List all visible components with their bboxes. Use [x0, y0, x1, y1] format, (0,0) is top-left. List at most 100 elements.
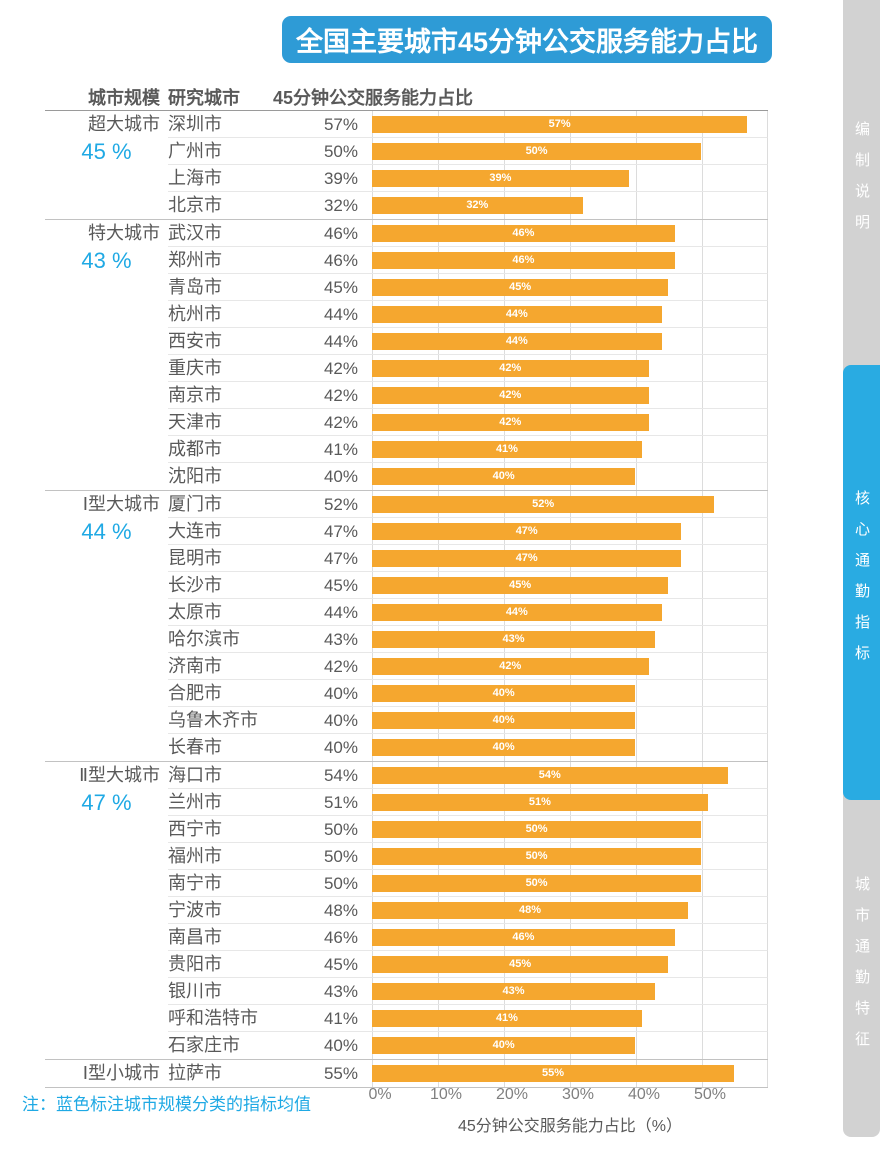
value-bar: 47% — [372, 550, 682, 567]
table-row: 合肥市 40% 40% — [45, 680, 768, 707]
scale-column-spacer — [45, 463, 168, 490]
scale-column-spacer — [45, 734, 168, 761]
table-row: 重庆市 42% 42% — [45, 355, 768, 382]
scale-column-spacer — [45, 978, 168, 1005]
plot-cell: 47% — [372, 545, 768, 572]
city-group: 超大城市 45 % 深圳市 57% 57% 广州市 50% 50% 上海市 39% 39% 北京市 32… — [45, 111, 768, 219]
side-nav: 编制说明 核心通勤指标 城市通勤特征 — [843, 0, 880, 1137]
plot-cell: 51% — [372, 789, 768, 816]
value-bar: 44% — [372, 604, 662, 621]
value-bar: 40% — [372, 712, 636, 729]
side-nav-tab-city-commuting-features[interactable]: 城市通勤特征 — [843, 800, 880, 1137]
city-name: 贵阳市 — [168, 951, 273, 978]
bar-value-label: 43% — [502, 633, 525, 645]
city-scale-cell: Ⅰ型大城市 44 % — [45, 491, 168, 545]
x-axis-tick: 40% — [627, 1086, 661, 1103]
city-value: 42% — [273, 382, 372, 409]
city-scale-cell: Ⅰ型小城市 — [45, 1060, 168, 1087]
plot-cell: 50% — [372, 138, 768, 165]
value-bar: 44% — [372, 306, 662, 323]
value-bar: 43% — [372, 983, 656, 1000]
plot-cell: 40% — [372, 707, 768, 734]
table-row: 上海市 39% 39% — [45, 165, 768, 192]
table-row: 呼和浩特市 41% 41% — [45, 1005, 768, 1032]
scale-column-spacer — [45, 436, 168, 463]
plot-cell: 47% — [372, 518, 768, 545]
table-row: 杭州市 44% 44% — [45, 301, 768, 328]
table-row: 福州市 50% 50% — [45, 843, 768, 870]
city-name: 郑州市 — [168, 247, 273, 274]
city-group: Ⅰ型大城市 44 % 厦门市 52% 52% 大连市 47% 47% 昆明市 47% 47% 长沙市 4… — [45, 490, 768, 761]
bar-value-label: 39% — [489, 172, 512, 184]
table-row: 青岛市 45% 45% — [45, 274, 768, 301]
bar-value-label: 50% — [525, 877, 548, 889]
city-name: 银川市 — [168, 978, 273, 1005]
scale-column-spacer — [45, 274, 168, 301]
x-axis-tick: 0% — [368, 1086, 392, 1103]
scale-column-spacer — [45, 680, 168, 707]
value-bar: 41% — [372, 1010, 642, 1027]
table-row: 兰州市 51% 51% — [45, 789, 768, 816]
side-nav-tab-label: 核心通勤指标 — [853, 489, 870, 676]
city-scale-cell: 超大城市 45 % — [45, 111, 168, 165]
scale-column-spacer — [45, 816, 168, 843]
side-nav-tab-compilation-notes[interactable]: 编制说明 — [843, 0, 880, 365]
table-row: 贵阳市 45% 45% — [45, 951, 768, 978]
bar-value-label: 47% — [515, 525, 538, 537]
table-row: 深圳市 57% 57% — [45, 111, 768, 138]
city-value: 57% — [273, 111, 372, 138]
scale-column-spacer — [45, 409, 168, 436]
city-value: 51% — [273, 789, 372, 816]
plot-cell: 44% — [372, 599, 768, 626]
bar-value-label: 50% — [525, 823, 548, 835]
table-row: 昆明市 47% 47% — [45, 545, 768, 572]
city-value: 42% — [273, 355, 372, 382]
footnote: 注：蓝色标注城市规模分类的指标均值 — [22, 1095, 311, 1114]
city-name: 西安市 — [168, 328, 273, 355]
table-row: 哈尔滨市 43% 43% — [45, 626, 768, 653]
city-value: 54% — [273, 762, 372, 789]
city-value: 43% — [273, 626, 372, 653]
city-name: 南京市 — [168, 382, 273, 409]
value-bar: 47% — [372, 523, 682, 540]
plot-cell: 40% — [372, 680, 768, 707]
value-bar: 44% — [372, 333, 662, 350]
city-value: 40% — [323, 738, 358, 757]
city-value: 47% — [273, 545, 372, 572]
x-axis-tick: 50% — [693, 1086, 727, 1103]
city-scale-cell: 特大城市 43 % — [45, 220, 168, 274]
city-name: 杭州市 — [168, 301, 273, 328]
scale-column-spacer — [45, 626, 168, 653]
plot-cell: 32% — [372, 192, 768, 219]
table-row: 拉萨市 55% 55% — [45, 1060, 768, 1087]
scale-column-spacer — [45, 599, 168, 626]
column-header-value: 45分钟公交服务能力占比 — [273, 87, 474, 108]
bar-value-label: 41% — [495, 443, 518, 455]
value-bar: 45% — [372, 279, 669, 296]
scale-column-spacer — [45, 897, 168, 924]
scale-column-spacer — [45, 1032, 168, 1059]
city-value: 39% — [273, 165, 372, 192]
value-bar: 50% — [372, 848, 702, 865]
value-bar: 43% — [372, 631, 656, 648]
table-row: 海口市 54% 54% — [45, 762, 768, 789]
table-row: 成都市 41% 41% — [45, 436, 768, 463]
plot-cell: 41% — [372, 1005, 768, 1032]
city-value: 41% — [273, 436, 372, 463]
city-name: 兰州市 — [168, 789, 273, 816]
city-value: 40% — [323, 1036, 358, 1055]
column-header-city: 研究城市 — [168, 87, 240, 108]
x-axis-tick: 20% — [495, 1086, 529, 1103]
city-name: 拉萨市 — [168, 1063, 222, 1083]
side-nav-tab-label: 城市通勤特征 — [853, 875, 870, 1062]
side-nav-tab-core-commuting-indicators[interactable]: 核心通勤指标 — [843, 365, 880, 800]
value-bar: 40% — [372, 685, 636, 702]
city-value: 45% — [273, 951, 372, 978]
bar-value-label: 40% — [492, 687, 515, 699]
plot-cell: 40% — [372, 734, 768, 761]
bar-value-label: 42% — [499, 660, 522, 672]
bar-value-label: 48% — [518, 904, 542, 916]
value-bar: 50% — [372, 875, 702, 892]
city-name: 南宁市 — [168, 870, 273, 897]
city-name: 成都市 — [168, 436, 273, 463]
